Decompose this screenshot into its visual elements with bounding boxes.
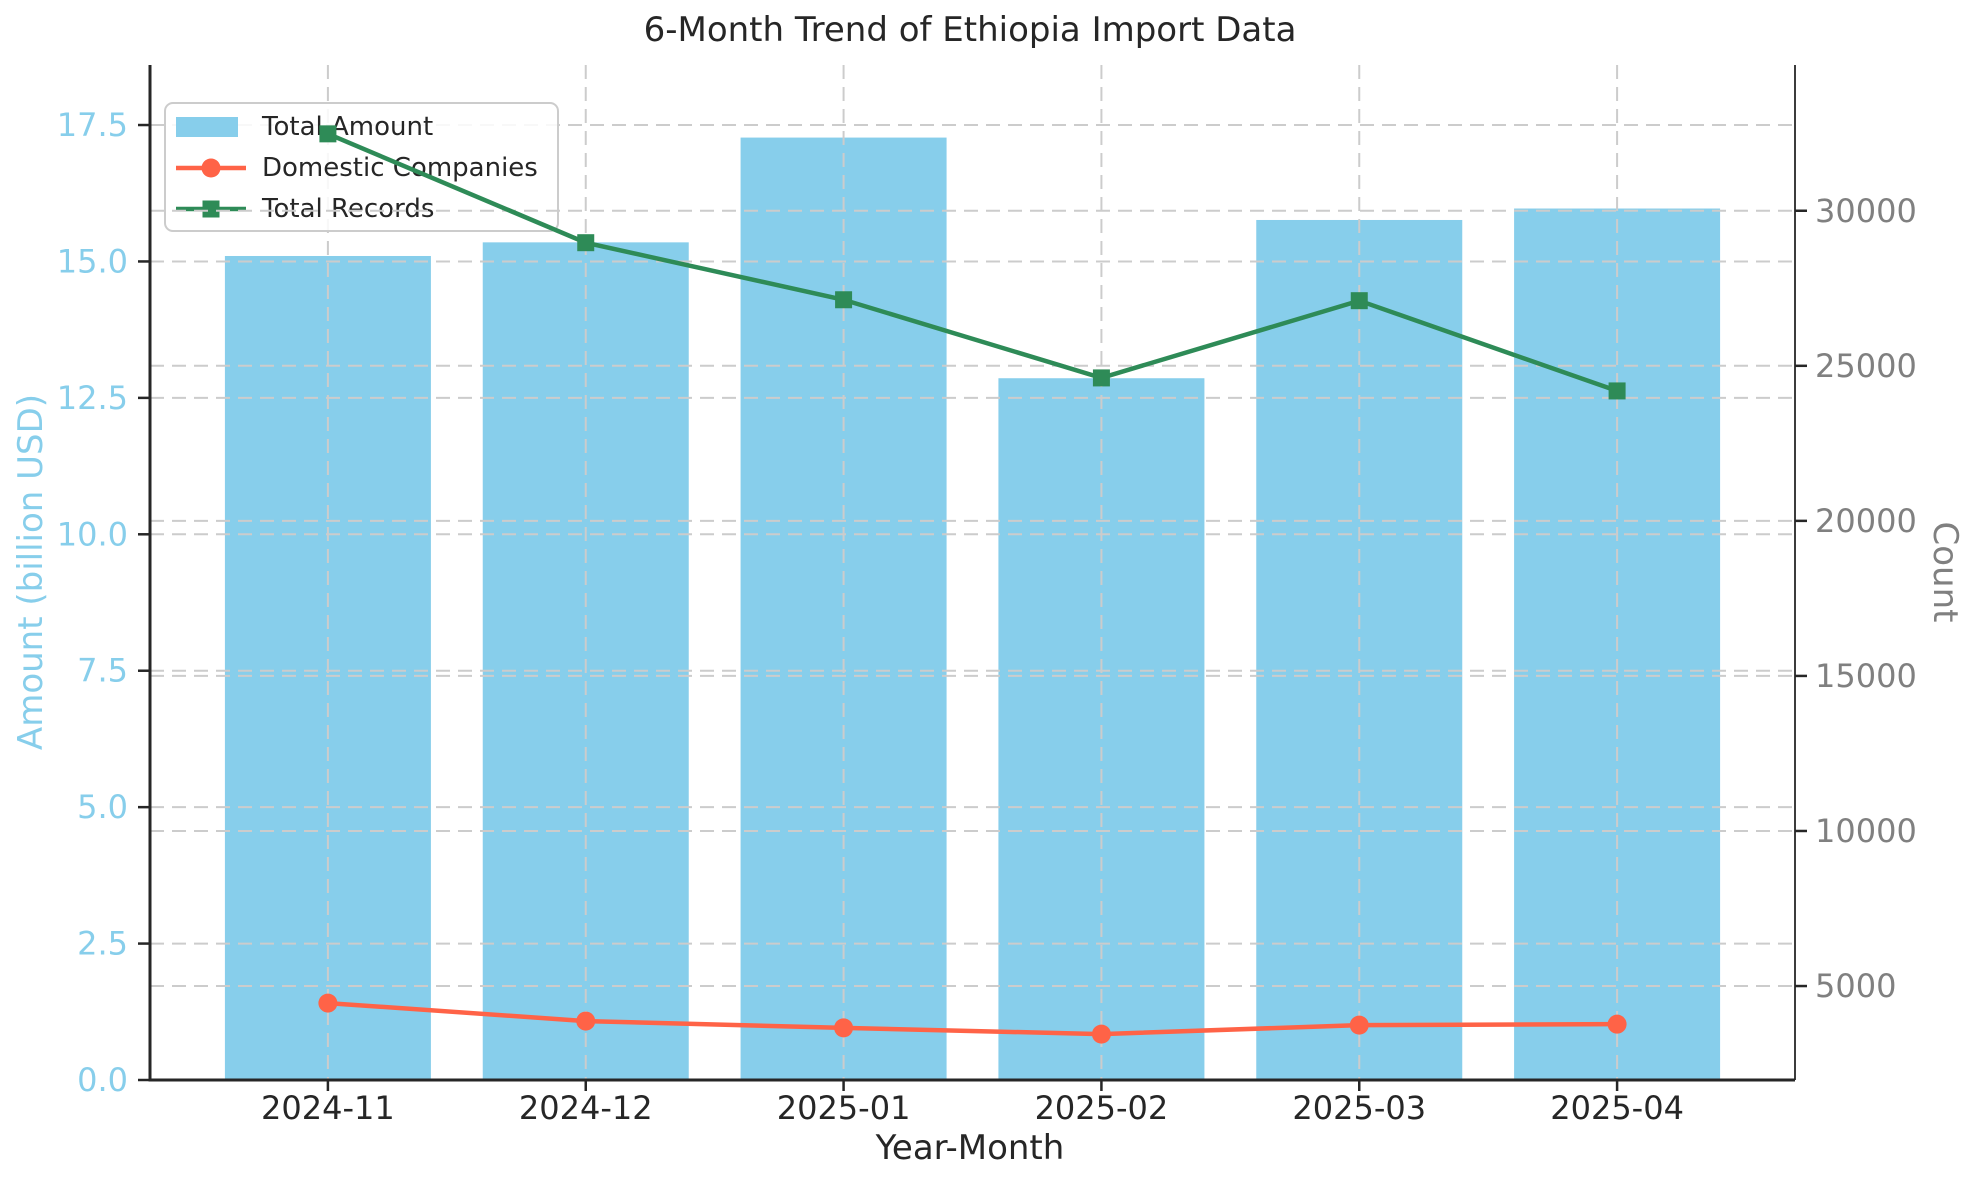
left-tick-label: 12.5 [57, 379, 128, 417]
x-tick-label-2025-01: 2025-01 [777, 1089, 911, 1127]
marker-square-2025-04 [1608, 382, 1626, 400]
left-tick-label: 5.0 [77, 788, 128, 826]
right-tick-label: 30000 [1815, 192, 1917, 230]
marker-circle-2025-01 [834, 1018, 854, 1038]
marker-circle-2024-12 [576, 1011, 596, 1031]
right-tick-label: 20000 [1815, 502, 1917, 540]
x-tick-label-2025-02: 2025-02 [1035, 1089, 1169, 1127]
marker-circle-2025-03 [1349, 1015, 1369, 1035]
gridlines-right-axis [150, 209, 1795, 988]
right-tick-label: 25000 [1815, 347, 1917, 385]
left-y-axis-label: Amount (billion USD) [11, 393, 51, 751]
bars-total-amount [224, 137, 1721, 1081]
x-tick-label-2025-03: 2025-03 [1292, 1089, 1426, 1127]
legend-swatch-bar [176, 117, 238, 137]
legend-label-2: Total Records [261, 194, 434, 224]
chart-title: 6-Month Trend of Ethiopia Import Data [643, 10, 1297, 50]
right-tick-label: 15000 [1815, 657, 1917, 695]
marker-square-2024-11 [319, 125, 337, 143]
right-tick-label: 10000 [1815, 812, 1917, 850]
line-series-domestic-companies [318, 993, 1627, 1044]
line-series-total-records [319, 125, 1626, 400]
left-tick-label: 2.5 [77, 925, 128, 963]
legend: Total Amount Domestic Companies Total Reco… [164, 102, 559, 232]
marker-square-2025-02 [1092, 369, 1110, 387]
left-tick-label: 10.0 [57, 515, 128, 553]
legend-box [164, 102, 559, 232]
marker-square-2025-03 [1350, 292, 1368, 310]
marker-square-2024-12 [577, 234, 595, 252]
marker-circle-2025-04 [1607, 1014, 1627, 1034]
marker-circle-2025-02 [1091, 1024, 1111, 1044]
x-tick-label-2024-11: 2024-11 [261, 1089, 395, 1127]
marker-square-2025-01 [835, 291, 853, 309]
legend-marker-square [202, 200, 220, 218]
axes-spines [148, 65, 1796, 1082]
right-y-axis-label: Count [1925, 521, 1965, 623]
x-tick-label-2025-04: 2025-04 [1550, 1089, 1684, 1127]
bar-2025-01 [740, 137, 947, 1081]
x-axis-label: Year-Month [875, 1128, 1065, 1168]
legend-label-0: Total Amount [261, 112, 433, 142]
right-tick-label: 5000 [1815, 967, 1896, 1005]
legend-marker-circle [201, 158, 221, 178]
line-path [327, 131, 1618, 394]
left-tick-label: 0.0 [77, 1061, 128, 1099]
line-path [327, 1000, 1618, 1037]
legend-label-1: Domestic Companies [262, 153, 538, 183]
x-tick-label-2024-12: 2024-12 [519, 1089, 653, 1127]
left-tick-label: 17.5 [57, 106, 128, 144]
left-tick-label: 15.0 [57, 242, 128, 280]
tick-marks: 0.0 2.5 5.0 7.5 10.0 12.5 15.0 17.5 5000 10000 150… [57, 106, 1917, 1127]
left-tick-label: 7.5 [77, 652, 128, 690]
marker-circle-2024-11 [318, 993, 338, 1013]
